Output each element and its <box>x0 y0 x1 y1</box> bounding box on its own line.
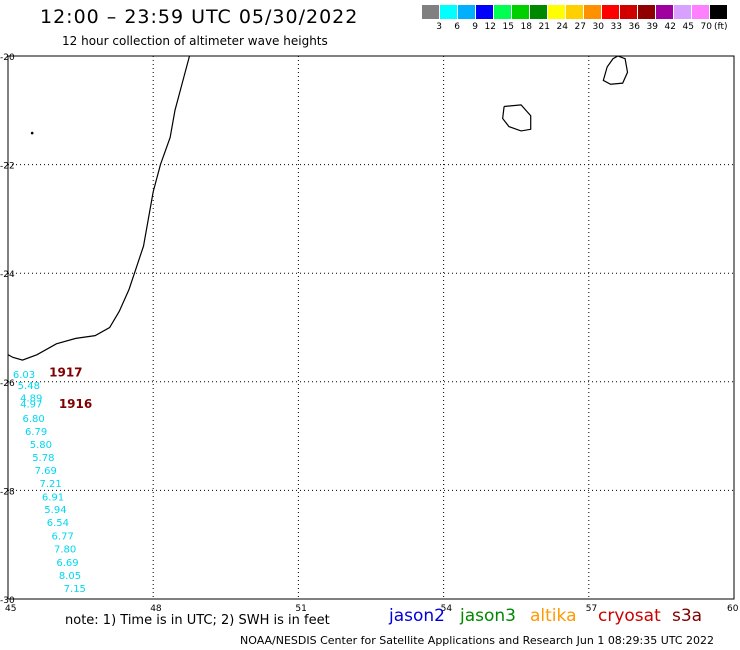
scale-swatch <box>512 5 529 19</box>
scale-label: 42 <box>664 22 676 32</box>
scale-swatch <box>530 5 547 19</box>
y-tick-label: -26 <box>0 379 15 389</box>
scale-swatch <box>692 5 709 19</box>
x-tick-label: 60 <box>727 604 739 614</box>
x-tick-label: 48 <box>150 604 162 614</box>
y-tick-label: -22 <box>0 162 15 172</box>
map-frame <box>7 55 735 600</box>
scale-label: 18 <box>520 22 532 32</box>
scale-label: 30 <box>592 22 604 32</box>
scale-label: 15 <box>502 22 514 32</box>
scale-swatch <box>602 5 619 19</box>
scale-swatch <box>656 5 673 19</box>
scale-label: 12 <box>484 22 496 32</box>
x-tick-label: 51 <box>295 604 306 614</box>
scale-label: 6 <box>454 22 460 32</box>
wave-height-label: 6.80 <box>23 414 45 425</box>
y-tick-label: -20 <box>0 53 15 63</box>
scale-swatch <box>638 5 655 19</box>
scale-label: 9 <box>472 22 478 32</box>
map-title: 12:00 – 23:59 UTC 05/30/2022 <box>40 6 359 28</box>
wave-height-label: 6.03 <box>13 370 35 381</box>
wave-height-label: 4.97 <box>20 399 42 410</box>
satellite-jason3: jason3 <box>460 606 516 626</box>
x-tick-label: 54 <box>441 604 453 614</box>
wave-height-label: 5.78 <box>32 453 54 464</box>
credit-line: NOAA/NESDIS Center for Satellite Applica… <box>240 634 715 647</box>
scale-swatch <box>440 5 457 19</box>
wave-height-label: 7.21 <box>39 479 61 490</box>
satellite-altika: altika <box>530 606 577 626</box>
wave-height-label: 4.89 <box>20 393 42 404</box>
scale-label: 24 <box>556 22 568 32</box>
scale-label: 21 <box>538 22 550 32</box>
wave-height-label: 8.05 <box>59 571 81 582</box>
y-tick-label: -28 <box>0 487 15 497</box>
wave-height-label: 6.91 <box>42 493 64 504</box>
wave-height-label: 7.15 <box>64 584 86 595</box>
wave-height-label: 6.69 <box>56 558 78 569</box>
wave-height-label: 5.94 <box>44 505 66 516</box>
wave-height-label: 6.79 <box>25 427 47 438</box>
scale-label: 70 <box>700 22 712 32</box>
pass-number-label: 1916 <box>59 397 92 411</box>
wave-height-label: 7.80 <box>54 544 76 555</box>
wave-height-label: 6.54 <box>47 518 69 529</box>
wave-height-label: 7.69 <box>35 466 57 477</box>
wave-height-label: 5.48 <box>18 381 40 392</box>
scale-label: 3 <box>436 22 442 32</box>
madagascar-coastline <box>7 55 191 361</box>
y-tick-label: -24 <box>0 270 15 280</box>
scale-label: 36 <box>628 22 640 32</box>
reunion-island <box>502 104 532 132</box>
pass-number-label: 1917 <box>49 365 82 379</box>
scale-swatch <box>476 5 493 19</box>
scale-label: 45 <box>682 22 694 32</box>
scale-swatch <box>620 5 637 19</box>
mauritius-island <box>602 55 629 85</box>
scale-unit: (ft) <box>714 22 728 32</box>
scale-swatch <box>674 5 691 19</box>
scale-swatch <box>422 5 439 19</box>
scale-swatch <box>710 5 727 19</box>
footer-note: note: 1) Time is in UTC; 2) SWH is in fe… <box>65 613 330 628</box>
scale-label: 27 <box>574 22 586 32</box>
wave-height-label: 5.80 <box>30 440 52 451</box>
scale-swatch <box>494 5 511 19</box>
map-subtitle: 12 hour collection of altimeter wave hei… <box>62 34 328 48</box>
scale-label: 39 <box>646 22 658 32</box>
satellite-cryosat: cryosat <box>598 606 661 626</box>
scale-label: 33 <box>610 22 622 32</box>
x-tick-label: 45 <box>5 604 16 614</box>
scale-swatch <box>584 5 601 19</box>
y-tick-label: -30 <box>0 596 15 606</box>
satellite-jason2: jason2 <box>389 606 445 626</box>
satellite-s3a: s3a <box>672 606 703 626</box>
x-tick-label: 57 <box>586 604 597 614</box>
scale-swatch <box>458 5 475 19</box>
small-island <box>30 131 34 135</box>
scale-swatch <box>548 5 565 19</box>
scale-swatch <box>566 5 583 19</box>
wave-height-label: 6.77 <box>52 531 74 542</box>
